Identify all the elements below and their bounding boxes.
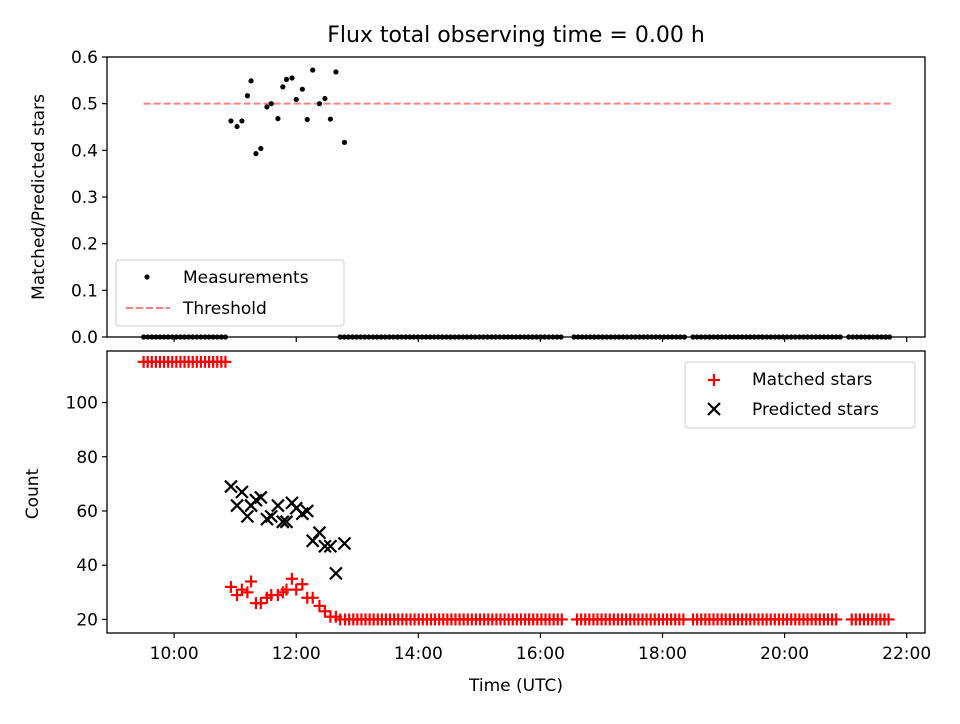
predicted-star-marker — [224, 479, 238, 494]
measurement-point — [289, 75, 295, 81]
legend-threshold-label: Threshold — [182, 299, 267, 319]
measurement-point — [333, 69, 339, 75]
matched-star-marker — [318, 605, 331, 618]
measurement-point — [280, 84, 286, 90]
bottom-x-tick-label: 16:00 — [516, 644, 565, 664]
top-y-tick-label: 0.4 — [71, 141, 98, 161]
top-y-axis-label: Matched/Predicted stars — [29, 94, 49, 300]
bottom-y-tick-label: 100 — [66, 394, 98, 414]
top-y-tick-label: 0.1 — [71, 281, 98, 301]
measurement-point — [234, 123, 240, 130]
top-y-tick-label: 0.6 — [71, 48, 98, 68]
matched-star-marker — [313, 599, 326, 612]
bottom-x-tick-label: 18:00 — [638, 644, 687, 664]
bottom-y-tick-label: 60 — [76, 502, 98, 522]
bottom-plot-area: 20 40 60 80 100 10:00 12:00 14:00 16:00 18:00 20:0… — [66, 355, 931, 664]
top-chart-title: Flux total observing time = 0.00 h — [327, 23, 705, 48]
bottom-x-tick-label: 12:00 — [272, 644, 321, 664]
legend-matched-label: Matched stars — [752, 370, 872, 390]
predicted-star-marker — [235, 485, 249, 499]
predicted-star-marker — [329, 566, 343, 581]
top-axes-frame — [106, 56, 926, 338]
measurement-point — [253, 151, 259, 157]
top-y-tick-label: 0.3 — [71, 188, 98, 208]
predicted-star-marker — [240, 509, 255, 524]
measurement-point — [268, 101, 274, 107]
bottom-axes-frame — [106, 350, 926, 634]
legend-predicted-label: Predicted stars — [752, 400, 879, 420]
top-legend: Measurements Threshold — [115, 259, 345, 327]
measurement-point — [310, 67, 316, 73]
matched-star-marker — [254, 597, 267, 610]
bottom-y-tick-label: 80 — [76, 448, 98, 468]
predicted-star-marker — [230, 498, 244, 513]
matched-star-marker — [830, 613, 843, 626]
bottom-x-axis-label: Time (UTC) — [468, 676, 563, 696]
top-y-tick-label: 0.5 — [71, 95, 98, 115]
matched-star-marker — [306, 591, 319, 604]
matched-star-marker — [235, 583, 248, 596]
measurement-point — [283, 76, 290, 82]
measurement-point — [322, 95, 328, 102]
matched-star-marker — [334, 613, 347, 626]
matched-star-marker — [290, 583, 303, 596]
bottom-y-tick-label: 40 — [76, 556, 98, 576]
bottom-legend: Matched stars Predicted stars — [684, 361, 916, 429]
top-y-tick-label: 0.2 — [71, 235, 98, 255]
predicted-star-marker — [318, 539, 332, 554]
predicted-star-marker — [337, 536, 352, 551]
measurement-point — [327, 116, 334, 122]
legend-predicted-marker — [707, 402, 721, 416]
matched-star-marker — [245, 575, 258, 588]
matched-star-marker — [219, 355, 232, 368]
measurement-point — [299, 86, 305, 92]
predicted-star-marker — [276, 515, 290, 529]
measurement-point — [264, 104, 270, 110]
predicted-star-marker — [279, 515, 294, 529]
bottom-x-tick-label: 14:00 — [394, 644, 443, 664]
measurement-point — [258, 145, 264, 152]
measurement-point — [275, 116, 281, 122]
measurement-point — [244, 93, 251, 99]
predicted-star-marker — [264, 509, 278, 524]
matched-star-marker — [285, 572, 298, 585]
matched-star-marker — [555, 613, 568, 626]
bottom-x-tick-label: 20:00 — [760, 644, 809, 664]
predicted-star-marker — [271, 498, 285, 513]
matched-star-marker — [241, 586, 254, 599]
measurement-point — [293, 96, 299, 103]
matched-star-marker — [296, 578, 309, 591]
measurement-point — [228, 118, 234, 124]
legend-matched-marker — [708, 374, 720, 386]
legend-measurements-marker — [144, 274, 150, 280]
bottom-y-axis-label: Count — [23, 468, 43, 519]
top-y-tick-label: 0.0 — [71, 328, 98, 348]
predicted-star-marker — [300, 504, 315, 518]
matched-star-marker — [882, 613, 895, 626]
measurement-point — [316, 101, 323, 107]
bottom-x-tick-label: 22:00 — [882, 644, 931, 664]
matched-star-marker — [224, 580, 237, 593]
bottom-y-tick-label: 20 — [76, 610, 98, 630]
legend-measurements-label: Measurements — [183, 268, 309, 288]
measurement-point — [341, 139, 348, 145]
bottom-x-tick-label: 10:00 — [150, 644, 199, 664]
predicted-star-marker — [254, 490, 268, 505]
measurement-point — [239, 118, 245, 124]
predicted-star-marker — [312, 525, 327, 540]
measurement-point — [304, 116, 310, 123]
predicted-star-marker — [323, 539, 338, 554]
measurement-point — [248, 78, 254, 84]
